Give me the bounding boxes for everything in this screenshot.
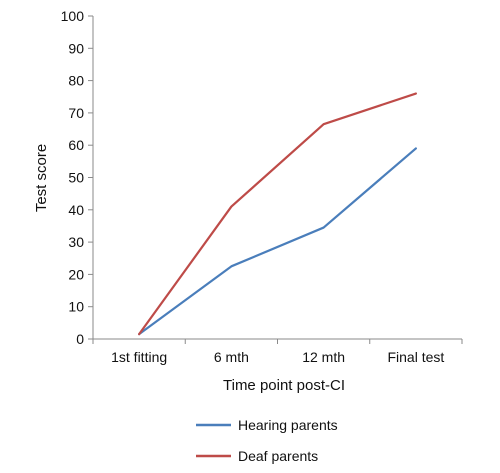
y-tick-label: 0 bbox=[76, 331, 84, 347]
y-tick-label: 90 bbox=[68, 40, 84, 56]
x-tick-label: 1st fitting bbox=[111, 349, 167, 365]
series-line-hearing-parents bbox=[138, 147, 417, 336]
y-axis-ticks: 0 10 20 30 40 50 60 70 80 90 100 bbox=[61, 8, 93, 347]
y-tick-label: 10 bbox=[68, 299, 84, 315]
series-layer bbox=[138, 92, 417, 336]
y-tick-label: 50 bbox=[68, 170, 84, 186]
x-tick-label: 12 mth bbox=[302, 349, 345, 365]
legend-label: Deaf parents bbox=[238, 448, 318, 464]
x-axis-title: Time point post-CI bbox=[223, 377, 345, 394]
axes bbox=[92, 16, 462, 340]
x-tick-label: 6 mth bbox=[214, 349, 249, 365]
x-tick-label: Final test bbox=[387, 349, 444, 365]
legend: Hearing parents Deaf parents bbox=[196, 417, 338, 464]
y-tick-label: 40 bbox=[68, 202, 84, 218]
y-tick-label: 70 bbox=[68, 105, 84, 121]
series-line-deaf-parents bbox=[138, 92, 417, 336]
y-tick-label: 80 bbox=[68, 73, 84, 89]
y-tick-label: 100 bbox=[61, 8, 85, 24]
y-tick-label: 60 bbox=[68, 137, 84, 153]
x-axis-ticks: 1st fitting 6 mth 12 mth Final test bbox=[92, 339, 463, 365]
y-tick-label: 30 bbox=[68, 234, 84, 250]
y-tick-label: 20 bbox=[68, 266, 84, 282]
legend-label: Hearing parents bbox=[238, 417, 338, 433]
y-axis-title: Test score bbox=[33, 144, 50, 212]
